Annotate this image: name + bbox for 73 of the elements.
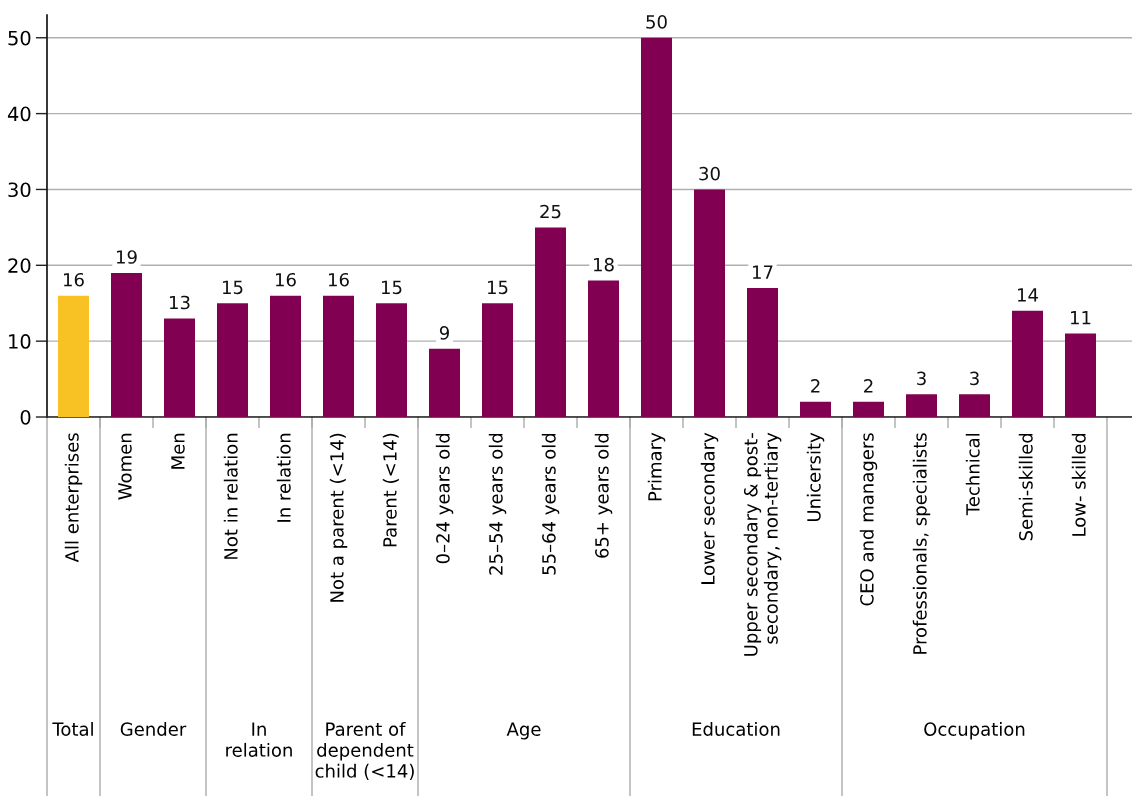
text: Parent of dependent child (<14) [315,722,414,780]
x-tick-label: Professionals, specialists [912,433,931,654]
bar [164,318,195,417]
data-label: 13 [170,295,190,310]
x-tick-label: 65+ years old [594,433,613,558]
x-tick-label: All enterprises [64,433,83,563]
data-label: 3 [917,371,926,386]
bar [270,295,301,417]
x-tick-label: CEO and managers [859,433,878,606]
bar [1065,333,1096,417]
x-tick-label: Semi-skilled [1018,433,1033,541]
y-tick-label: 0 [20,409,31,425]
data-label: 25 [540,204,561,219]
text: Education [692,722,780,736]
bar [535,227,566,417]
bar [217,303,248,417]
bar [853,401,884,417]
bar [111,272,142,417]
bar [323,295,354,417]
x-tick-label: Primary [647,432,666,501]
x-tick-label: Upper secondary & post- secondary, non-tertiary [743,432,782,656]
x-tick-label: Technical [965,433,980,516]
data-label: 19 [117,250,137,264]
bar [588,280,619,417]
x-tick-label: Not a parent (<14) [329,433,348,602]
bar [429,348,460,417]
x-tick-label: In relation [276,433,291,522]
data-label: 16 [329,272,349,287]
text: In relation [226,722,292,757]
text: Occupation [924,722,1025,740]
x-tick-label: Not in relation [223,433,238,559]
text: Age [506,722,541,740]
data-label: 15 [382,280,402,295]
x-tick-label: Parent (<14) [382,433,399,547]
data-label: 17 [753,265,773,279]
data-label: 16 [64,272,84,287]
x-tick-label: Women [118,433,132,500]
x-tick-label: Low- skilled [1071,433,1086,536]
bar [1012,310,1043,417]
data-label: 50 [646,15,667,29]
bar [959,394,990,417]
data-label: 3 [970,371,979,386]
data-label: 14 [1018,288,1038,302]
bar [641,37,672,417]
bar [906,394,937,417]
bar [800,401,831,417]
data-label: 15 [488,280,508,295]
bar [747,288,778,417]
x-tick-label: Men [171,433,185,469]
bar [376,303,407,417]
data-label: 15 [223,280,243,295]
data-label: 2 [864,379,873,393]
text: Gender [120,722,187,736]
x-tick-label: Lower secondary [700,432,719,584]
bar [694,189,725,417]
data-label: 30 [699,166,720,181]
y-tick-label: 10 [9,334,31,349]
data-label: 11 [1071,311,1091,325]
data-label: 2 [811,379,820,393]
data-label: 18 [594,257,614,272]
bar [482,303,513,417]
text: Total [52,722,93,736]
x-tick-label: 55–64 years old [541,433,560,575]
x-tick-label: Unicersity [806,432,825,522]
y-tick-label: 40 [7,106,31,122]
x-tick-label: 0–24 years old [435,433,454,564]
data-label: 9 [439,326,449,340]
x-tick-label: 25–54 years old [488,433,507,575]
data-label: 16 [276,272,296,287]
bar [58,295,89,417]
y-tick-label: 50 [8,30,31,46]
y-tick-label: 20 [8,258,31,273]
y-tick-label: 30 [8,182,31,198]
